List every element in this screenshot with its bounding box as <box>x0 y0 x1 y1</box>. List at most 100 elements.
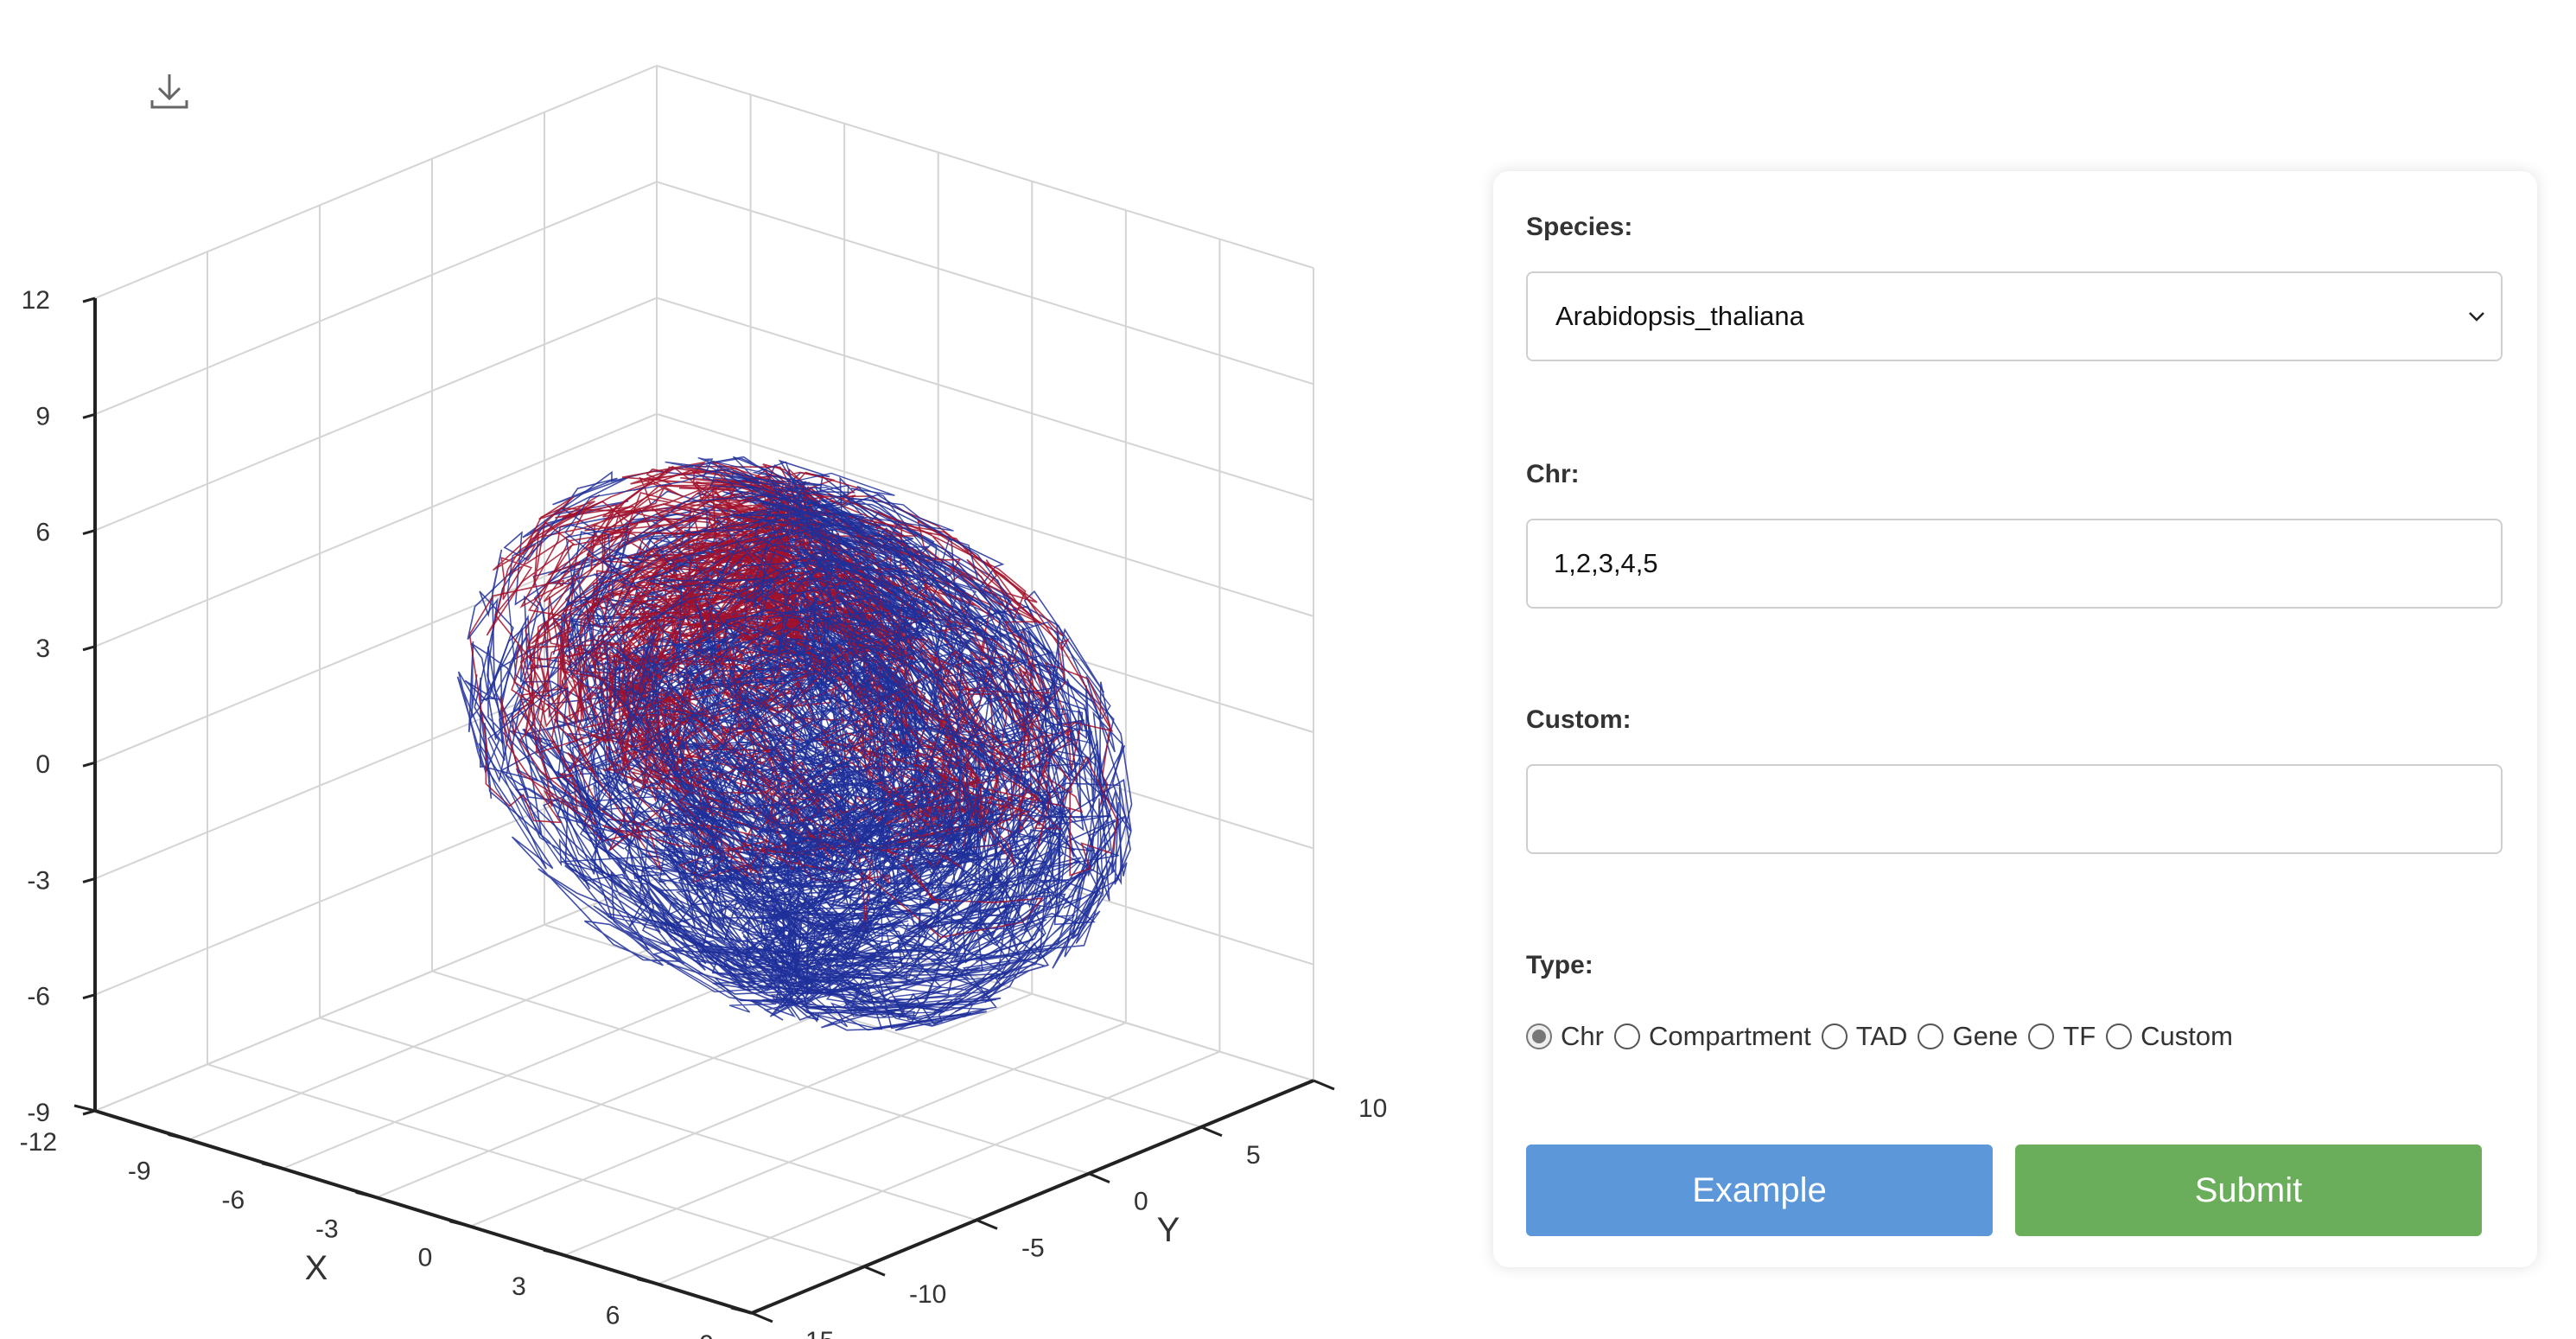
radio-circle[interactable] <box>1613 1023 1640 1049</box>
species-value: Arabidopsis_thaliana <box>1555 301 1804 331</box>
custom-input[interactable] <box>1526 764 2503 854</box>
x-tick-label: 3 <box>512 1272 526 1301</box>
x-tick <box>355 1190 378 1199</box>
x-tick <box>261 1162 283 1170</box>
type-radio-compartment[interactable]: Compartment <box>1613 1021 1811 1052</box>
z-tick <box>82 993 96 1000</box>
chr-input[interactable]: 1,2,3,4,5 <box>1526 519 2503 609</box>
type-radio-tad[interactable]: TAD <box>1821 1021 1908 1052</box>
radio-label: Compartment <box>1648 1021 1811 1051</box>
y-axis-title: Y <box>1157 1211 1180 1249</box>
radio-label: TF <box>2063 1021 2096 1051</box>
chromosome-segment <box>652 579 1073 987</box>
chromosome-segment <box>561 524 1015 869</box>
y-tick-label: 5 <box>1246 1141 1261 1170</box>
x-tick-label: 0 <box>418 1244 433 1272</box>
x-tick-label: 9 <box>699 1330 714 1339</box>
grid-line <box>656 412 1314 617</box>
grid-line <box>469 992 1033 1227</box>
radio-circle[interactable] <box>1918 1023 1944 1049</box>
radio-label: Custom <box>2140 1021 2233 1051</box>
type-radio-custom[interactable]: Custom <box>2106 1021 2233 1052</box>
chromosome-segment <box>537 515 1084 869</box>
radio-circle[interactable] <box>2028 1023 2055 1049</box>
query-panel: Species: Arabidopsis_thaliana Chr: 1,2,3… <box>1493 171 2537 1267</box>
radio-circle[interactable] <box>1526 1023 1552 1049</box>
z-tick-label: 9 <box>35 402 50 430</box>
radio-circle[interactable] <box>2106 1023 2133 1049</box>
x-tick <box>448 1220 471 1228</box>
z-tick-label: -6 <box>27 983 50 1011</box>
z-tick-label: -3 <box>27 866 50 895</box>
type-radio-group: Chr Compartment TAD Gene TF Custom <box>1526 1015 2243 1058</box>
grid-line <box>658 1050 1220 1285</box>
x-tick <box>543 1248 565 1257</box>
x-axis-title: X <box>305 1249 328 1287</box>
grid-line <box>376 964 939 1199</box>
chr-label: Chr: <box>1526 460 1580 488</box>
z-tick <box>82 761 96 768</box>
radio-circle[interactable] <box>1821 1023 1848 1049</box>
z-tick <box>82 529 96 536</box>
x-tick <box>637 1278 658 1286</box>
radio-label: Gene <box>1952 1021 2019 1051</box>
chevron-down-icon <box>2469 312 2484 322</box>
chromosome-segment <box>644 594 1054 933</box>
z-tick-label: -9 <box>27 1099 50 1127</box>
z-tick-label: 3 <box>35 634 50 663</box>
y-tick-label: 10 <box>1358 1094 1387 1123</box>
y-tick <box>1313 1079 1335 1091</box>
y-axis-line <box>751 1079 1314 1315</box>
grid-line <box>544 923 1202 1128</box>
radio-label: Chr <box>1561 1021 1604 1051</box>
grid-line <box>94 877 658 1112</box>
y-tick-label: -10 <box>909 1280 946 1309</box>
grid-line <box>656 181 1314 386</box>
y-tick <box>751 1311 773 1323</box>
grid-line <box>94 645 658 880</box>
chr-value: 1,2,3,4,5 <box>1554 548 1658 578</box>
chromosome-segment <box>648 564 993 859</box>
grid-line <box>94 181 658 416</box>
grid-line <box>94 65 658 299</box>
download-icon[interactable] <box>145 67 194 116</box>
y-tick <box>1200 1125 1223 1138</box>
y-tick <box>863 1265 886 1277</box>
example-button[interactable]: Example <box>1526 1145 1993 1236</box>
grid-line <box>431 970 1090 1175</box>
grid-line <box>94 296 658 532</box>
z-tick-label: 6 <box>35 519 50 547</box>
chromosome-segment <box>652 513 1046 1030</box>
x-tick <box>730 1306 753 1315</box>
y-tick-label: -15 <box>797 1327 834 1339</box>
x-tick-label: 6 <box>606 1302 620 1330</box>
species-select[interactable]: Arabidopsis_thaliana <box>1526 271 2503 361</box>
y-tick <box>976 1219 998 1230</box>
submit-button[interactable]: Submit <box>2015 1145 2482 1236</box>
x-tick-label: -9 <box>128 1157 151 1185</box>
x-tick-label: -3 <box>315 1215 339 1243</box>
type-radio-tf[interactable]: TF <box>2028 1021 2096 1052</box>
grid-line <box>656 65 1314 269</box>
chromosome-polymer <box>456 456 1133 1031</box>
type-radio-chr[interactable]: Chr <box>1526 1021 1604 1052</box>
grid-line <box>563 1022 1127 1257</box>
z-tick <box>82 877 96 883</box>
chromosome-segment <box>506 461 1115 1014</box>
z-tick <box>82 296 96 303</box>
chromosome-segment <box>562 660 926 942</box>
y-tick-label: 0 <box>1134 1188 1148 1216</box>
y-tick-label: -5 <box>1021 1234 1045 1262</box>
z-tick-label: 0 <box>35 750 50 779</box>
x-tick <box>168 1132 189 1141</box>
radio-label: TAD <box>1855 1021 1908 1051</box>
type-radio-gene[interactable]: Gene <box>1918 1021 2018 1052</box>
chromosome-segment <box>534 580 983 1004</box>
x-tick <box>73 1104 96 1113</box>
x-tick-label: -6 <box>221 1186 245 1215</box>
z-tick <box>82 412 96 419</box>
type-label: Type: <box>1526 951 1593 979</box>
